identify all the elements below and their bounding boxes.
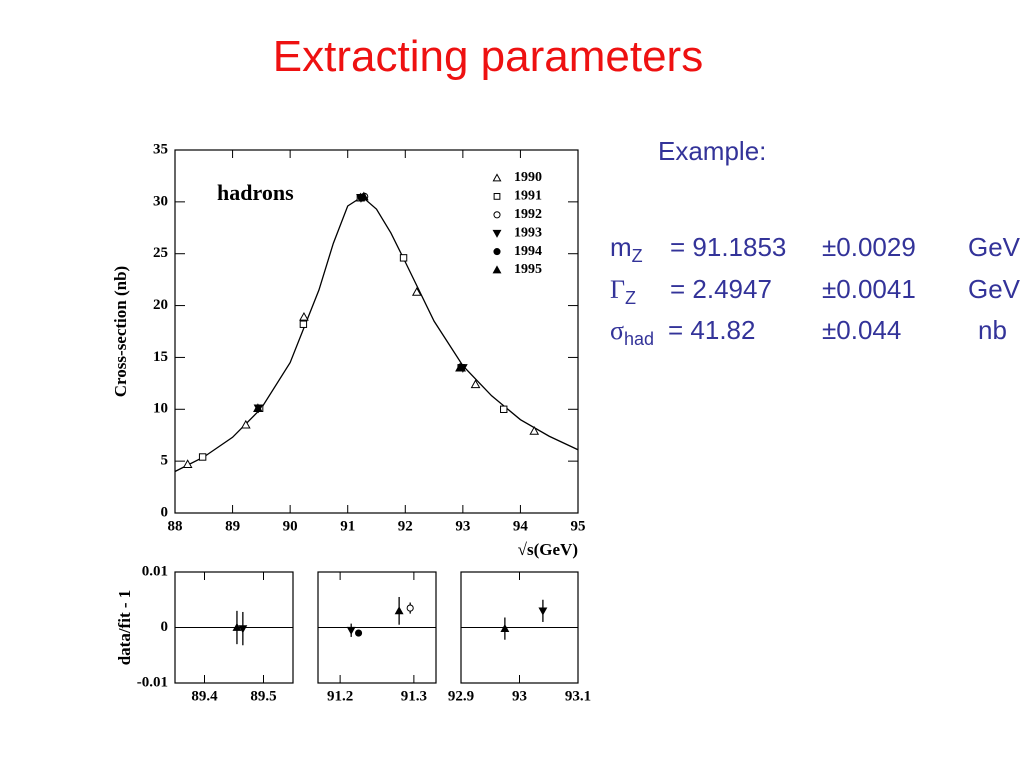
- x-tick-label: 88: [168, 518, 183, 534]
- marker: [182, 459, 193, 468]
- x-axis-label: √s(GeV): [518, 540, 578, 559]
- marker: [394, 606, 404, 615]
- parameter-unit: nb: [978, 315, 1007, 345]
- marker: [355, 629, 363, 637]
- legend-marker: [493, 211, 501, 219]
- parameter-unit: GeV: [968, 274, 1021, 304]
- parameter-error: ±0.044: [822, 315, 902, 345]
- symbol: Γ: [610, 275, 626, 304]
- marker: [346, 626, 356, 635]
- y-tick-label: 0.01: [142, 563, 168, 579]
- marker: [455, 362, 465, 372]
- parameter-value: = 91.1853: [670, 232, 787, 262]
- x-tick-label: 95: [571, 518, 586, 534]
- y-tick-label: 10: [153, 401, 168, 417]
- legend-marker: [492, 173, 502, 182]
- marker: [299, 311, 309, 321]
- y-tick-label: 35: [153, 141, 168, 157]
- marker: [500, 623, 510, 632]
- y-tick-label: 20: [153, 297, 168, 313]
- legend-label: 1992: [514, 207, 542, 222]
- x-tick-label: 91.3: [401, 688, 427, 704]
- marker: [358, 191, 369, 201]
- legend-marker: [492, 265, 502, 274]
- x-tick-label: 94: [513, 518, 529, 534]
- parameter-value: = 41.82: [668, 315, 756, 345]
- parameter-error: ±0.0029: [822, 232, 916, 262]
- x-tick-label: 93: [512, 688, 527, 704]
- parameter-unit: GeV: [968, 232, 1021, 262]
- example-label: Example:: [658, 136, 767, 166]
- y-tick-label: 15: [153, 349, 168, 365]
- y-tick-label: 30: [153, 193, 168, 209]
- x-tick-label: 92: [398, 518, 413, 534]
- parameter-symbol: ΓZ: [610, 274, 636, 309]
- x-tick-label: 89: [225, 518, 240, 534]
- symbol: σ: [610, 316, 625, 345]
- x-tick-label: 91.2: [327, 688, 353, 704]
- marker: [253, 403, 263, 412]
- parameter-error: ±0.0041: [822, 274, 916, 304]
- x-tick-label: 93.1: [565, 688, 591, 704]
- slide-title: Extracting parameters: [272, 32, 704, 81]
- y-axis-label: data/fit - 1: [115, 590, 134, 666]
- y-tick-label: 5: [161, 453, 169, 469]
- x-tick-label: 91: [340, 518, 355, 534]
- y-tick-label: 25: [153, 245, 168, 261]
- parameter-symbol: mZ: [610, 232, 643, 267]
- marker: [470, 379, 481, 389]
- x-tick-label: 90: [283, 518, 298, 534]
- parameter-symbol: σhad: [610, 315, 654, 350]
- x-tick-label: 89.4: [191, 688, 218, 704]
- marker: [399, 254, 408, 262]
- y-tick-label: 0: [161, 619, 169, 635]
- legend-label: 1990: [514, 170, 542, 185]
- marker: [411, 287, 422, 296]
- marker: [198, 453, 207, 461]
- plot-frame: [174, 149, 579, 514]
- y-tick-label: 0: [161, 504, 169, 520]
- symbol: m: [610, 232, 632, 262]
- parameter-value: = 2.4947: [670, 274, 772, 304]
- marker: [500, 405, 508, 413]
- marker: [529, 426, 540, 435]
- x-tick-label: 93: [455, 518, 470, 534]
- legend-marker: [493, 248, 501, 256]
- marker: [538, 607, 548, 616]
- marker: [238, 625, 248, 634]
- marker: [232, 622, 242, 631]
- fit-curve: [174, 195, 579, 473]
- legend-marker: [493, 193, 501, 200]
- legend-marker: [492, 229, 502, 238]
- legend-label: 1995: [514, 262, 542, 277]
- legend-label: 1991: [514, 189, 542, 204]
- marker: [240, 419, 251, 429]
- y-tick-label: -0.01: [137, 674, 168, 690]
- marker: [299, 320, 308, 328]
- legend-label: 1993: [514, 225, 542, 240]
- y-axis-label: Cross-section (nb): [111, 266, 130, 397]
- x-tick-label: 92.9: [448, 688, 474, 704]
- marker: [406, 604, 414, 612]
- annotation: hadrons: [217, 180, 294, 205]
- legend-label: 1994: [514, 244, 542, 259]
- x-tick-label: 89.5: [250, 688, 276, 704]
- subscript: Z: [631, 246, 643, 266]
- subscript: had: [624, 329, 655, 349]
- subscript: Z: [625, 288, 637, 308]
